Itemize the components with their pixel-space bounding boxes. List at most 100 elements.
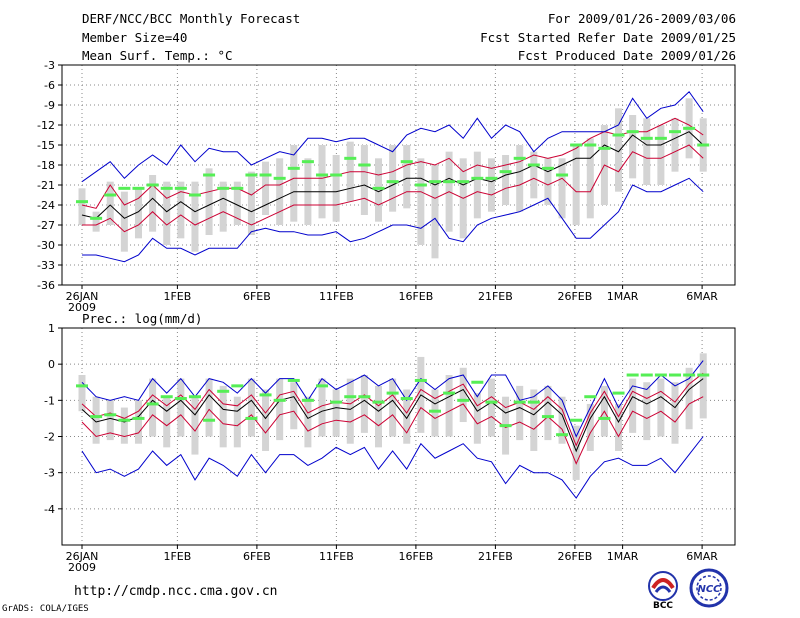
temp-box xyxy=(629,115,637,179)
precip-box xyxy=(360,375,368,433)
precip-box xyxy=(304,396,312,448)
precip-observed-mark xyxy=(316,384,329,388)
precip-observed-mark xyxy=(217,389,230,393)
temp-observed-mark xyxy=(358,163,371,167)
temp-observed-mark xyxy=(386,180,399,184)
precip-panel: 1 0 -1 -2 -3 -4 26JAN 1FEB 6FEB 11FEB 16FEB 21FEB 26… xyxy=(44,322,736,574)
precip-ytick-label: -1 xyxy=(44,394,55,407)
temp-ytick-label: -6 xyxy=(44,79,55,92)
precip-observed-mark xyxy=(372,400,385,404)
precip-observed-mark xyxy=(90,415,103,419)
temp-observed-mark xyxy=(654,136,667,140)
precip-box xyxy=(643,382,651,441)
temp-variable-label: Mean Surf. Temp.: °C xyxy=(82,48,233,63)
temp-year-label: 2009 xyxy=(68,301,96,314)
precip-xtick-label: 26FEB xyxy=(557,550,592,563)
precip-ytick-label: -3 xyxy=(44,467,55,480)
precip-observed-mark xyxy=(400,397,413,401)
precip-observed-mark xyxy=(386,391,399,395)
precip-observed-mark xyxy=(471,380,484,384)
precip-line-ensemble-mean xyxy=(81,378,704,453)
precip-xtick-label: 6FEB xyxy=(243,550,271,563)
temp-box xyxy=(544,158,552,205)
precip-ytick-label: -4 xyxy=(44,503,55,516)
precip-observed-mark xyxy=(683,373,696,377)
precip-observed-mark xyxy=(287,378,300,382)
temp-box xyxy=(586,138,594,219)
temp-observed-mark xyxy=(598,146,611,150)
temp-observed-mark xyxy=(626,130,639,134)
precip-observed-mark xyxy=(188,395,201,399)
temp-box xyxy=(473,151,481,219)
temp-box xyxy=(134,188,142,239)
temp-observed-mark xyxy=(640,136,653,140)
temp-observed-mark xyxy=(584,143,597,147)
precip-xtick-label: 21FEB xyxy=(478,550,513,563)
precip-box xyxy=(332,389,340,437)
temp-observed-mark xyxy=(231,186,244,190)
precip-variable-label: Prec.: log(mm/d) xyxy=(82,311,203,326)
temp-box xyxy=(375,158,383,222)
forecast-produced-date: Fcst Produced Date 2009/01/26 xyxy=(517,48,736,63)
precip-observed-mark xyxy=(301,398,314,402)
temp-ytick-label: -24 xyxy=(37,199,55,212)
temp-observed-mark xyxy=(471,176,484,180)
precip-box xyxy=(516,385,524,441)
forecast-period: For 2009/01/26-2009/03/06 xyxy=(547,11,736,26)
precip-observed-mark xyxy=(414,378,427,382)
temp-observed-mark xyxy=(443,180,456,184)
temp-observed-mark xyxy=(612,133,625,137)
precip-observed-mark xyxy=(160,395,173,399)
temp-xtick-label: 21FEB xyxy=(478,290,513,303)
precip-box xyxy=(403,389,411,444)
precip-box xyxy=(276,378,284,441)
bcc-logo: BCC xyxy=(640,568,686,614)
temp-observed-mark xyxy=(245,173,258,177)
precip-observed-mark xyxy=(669,373,682,377)
precip-box xyxy=(247,378,255,437)
precip-observed-mark xyxy=(485,400,498,404)
temp-observed-mark xyxy=(188,193,201,197)
temp-box xyxy=(290,145,298,222)
temp-frame xyxy=(61,64,736,286)
temp-observed-mark xyxy=(132,186,145,190)
precip-box xyxy=(615,403,623,451)
precip-box xyxy=(544,385,552,441)
precip-box xyxy=(657,378,665,437)
source-url[interactable]: http://cmdp.ncc.cma.gov.cn xyxy=(74,584,278,599)
temp-observed-mark xyxy=(160,186,173,190)
temp-xtick-label: 16FEB xyxy=(398,290,433,303)
temp-line-lower-envelope xyxy=(82,144,704,233)
precip-box xyxy=(120,407,128,444)
precip-box xyxy=(163,396,171,448)
precip-observed-mark xyxy=(697,373,710,377)
precip-box xyxy=(205,378,213,437)
temp-box xyxy=(558,158,566,219)
precip-box xyxy=(134,400,142,444)
temp-box xyxy=(417,158,425,245)
precip-xtick-label: 16FEB xyxy=(398,550,433,563)
temp-box xyxy=(106,181,114,225)
temp-observed-mark xyxy=(344,156,357,160)
precip-box xyxy=(445,375,453,437)
temp-observed-mark xyxy=(90,216,103,220)
chart-title: DERF/NCC/BCC Monthly Forecast xyxy=(82,11,301,26)
precip-ytick-label: 1 xyxy=(48,322,55,335)
precip-box xyxy=(262,389,270,451)
temp-observed-mark xyxy=(541,166,554,170)
temp-box xyxy=(403,145,411,209)
precip-box xyxy=(685,367,693,430)
temp-box xyxy=(487,158,495,212)
precip-observed-mark xyxy=(598,416,611,420)
temp-observed-mark xyxy=(217,186,230,190)
temp-observed-mark xyxy=(527,163,540,167)
temp-box xyxy=(219,181,227,232)
grads-credit: GrADS: COLA/IGES xyxy=(2,604,89,614)
temp-observed-mark xyxy=(316,173,329,177)
temp-xtick-label: 6MAR xyxy=(686,290,718,303)
precip-observed-mark xyxy=(146,402,159,406)
temp-xtick-label: 11FEB xyxy=(319,290,354,303)
temp-observed-mark xyxy=(683,126,696,130)
precip-observed-mark xyxy=(654,373,667,377)
temp-observed-mark xyxy=(330,173,343,177)
